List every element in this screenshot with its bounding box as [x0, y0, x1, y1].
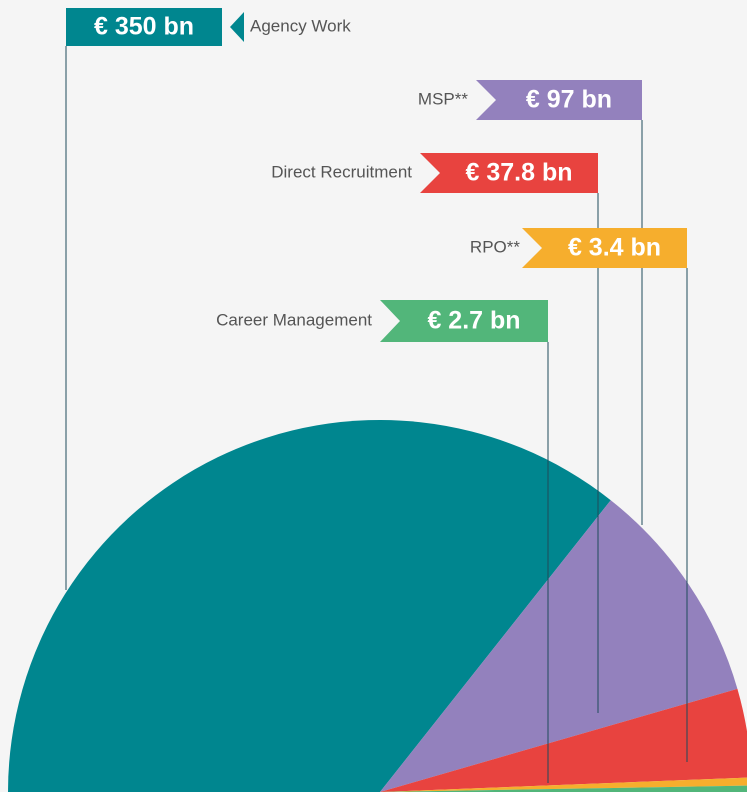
pie-slice — [8, 420, 611, 792]
value-label: € 350 bn — [94, 13, 194, 41]
pie-slice — [380, 785, 747, 792]
pie-slice — [380, 777, 747, 792]
value-label: € 37.8 bn — [466, 159, 573, 187]
label-flag — [522, 228, 687, 268]
value-label: € 3.4 bn — [568, 234, 661, 262]
label-flag — [420, 153, 598, 193]
label-arrow — [230, 12, 244, 42]
label-flag — [476, 80, 642, 120]
category-label: RPO** — [470, 237, 520, 256]
category-label: Direct Recruitment — [271, 162, 412, 181]
category-label: MSP** — [418, 89, 468, 108]
value-label: € 2.7 bn — [427, 307, 520, 335]
category-label: Career Management — [216, 310, 372, 329]
pie-slice — [380, 688, 747, 792]
pie-slice — [380, 500, 738, 792]
value-label: € 97 bn — [526, 86, 612, 114]
category-label: Agency Work — [250, 16, 351, 35]
label-flag — [66, 8, 222, 46]
label-flag — [380, 300, 548, 342]
